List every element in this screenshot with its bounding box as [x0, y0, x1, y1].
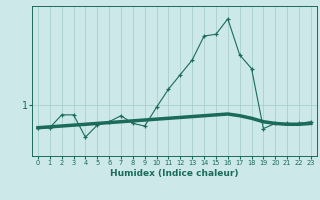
X-axis label: Humidex (Indice chaleur): Humidex (Indice chaleur) [110, 169, 239, 178]
